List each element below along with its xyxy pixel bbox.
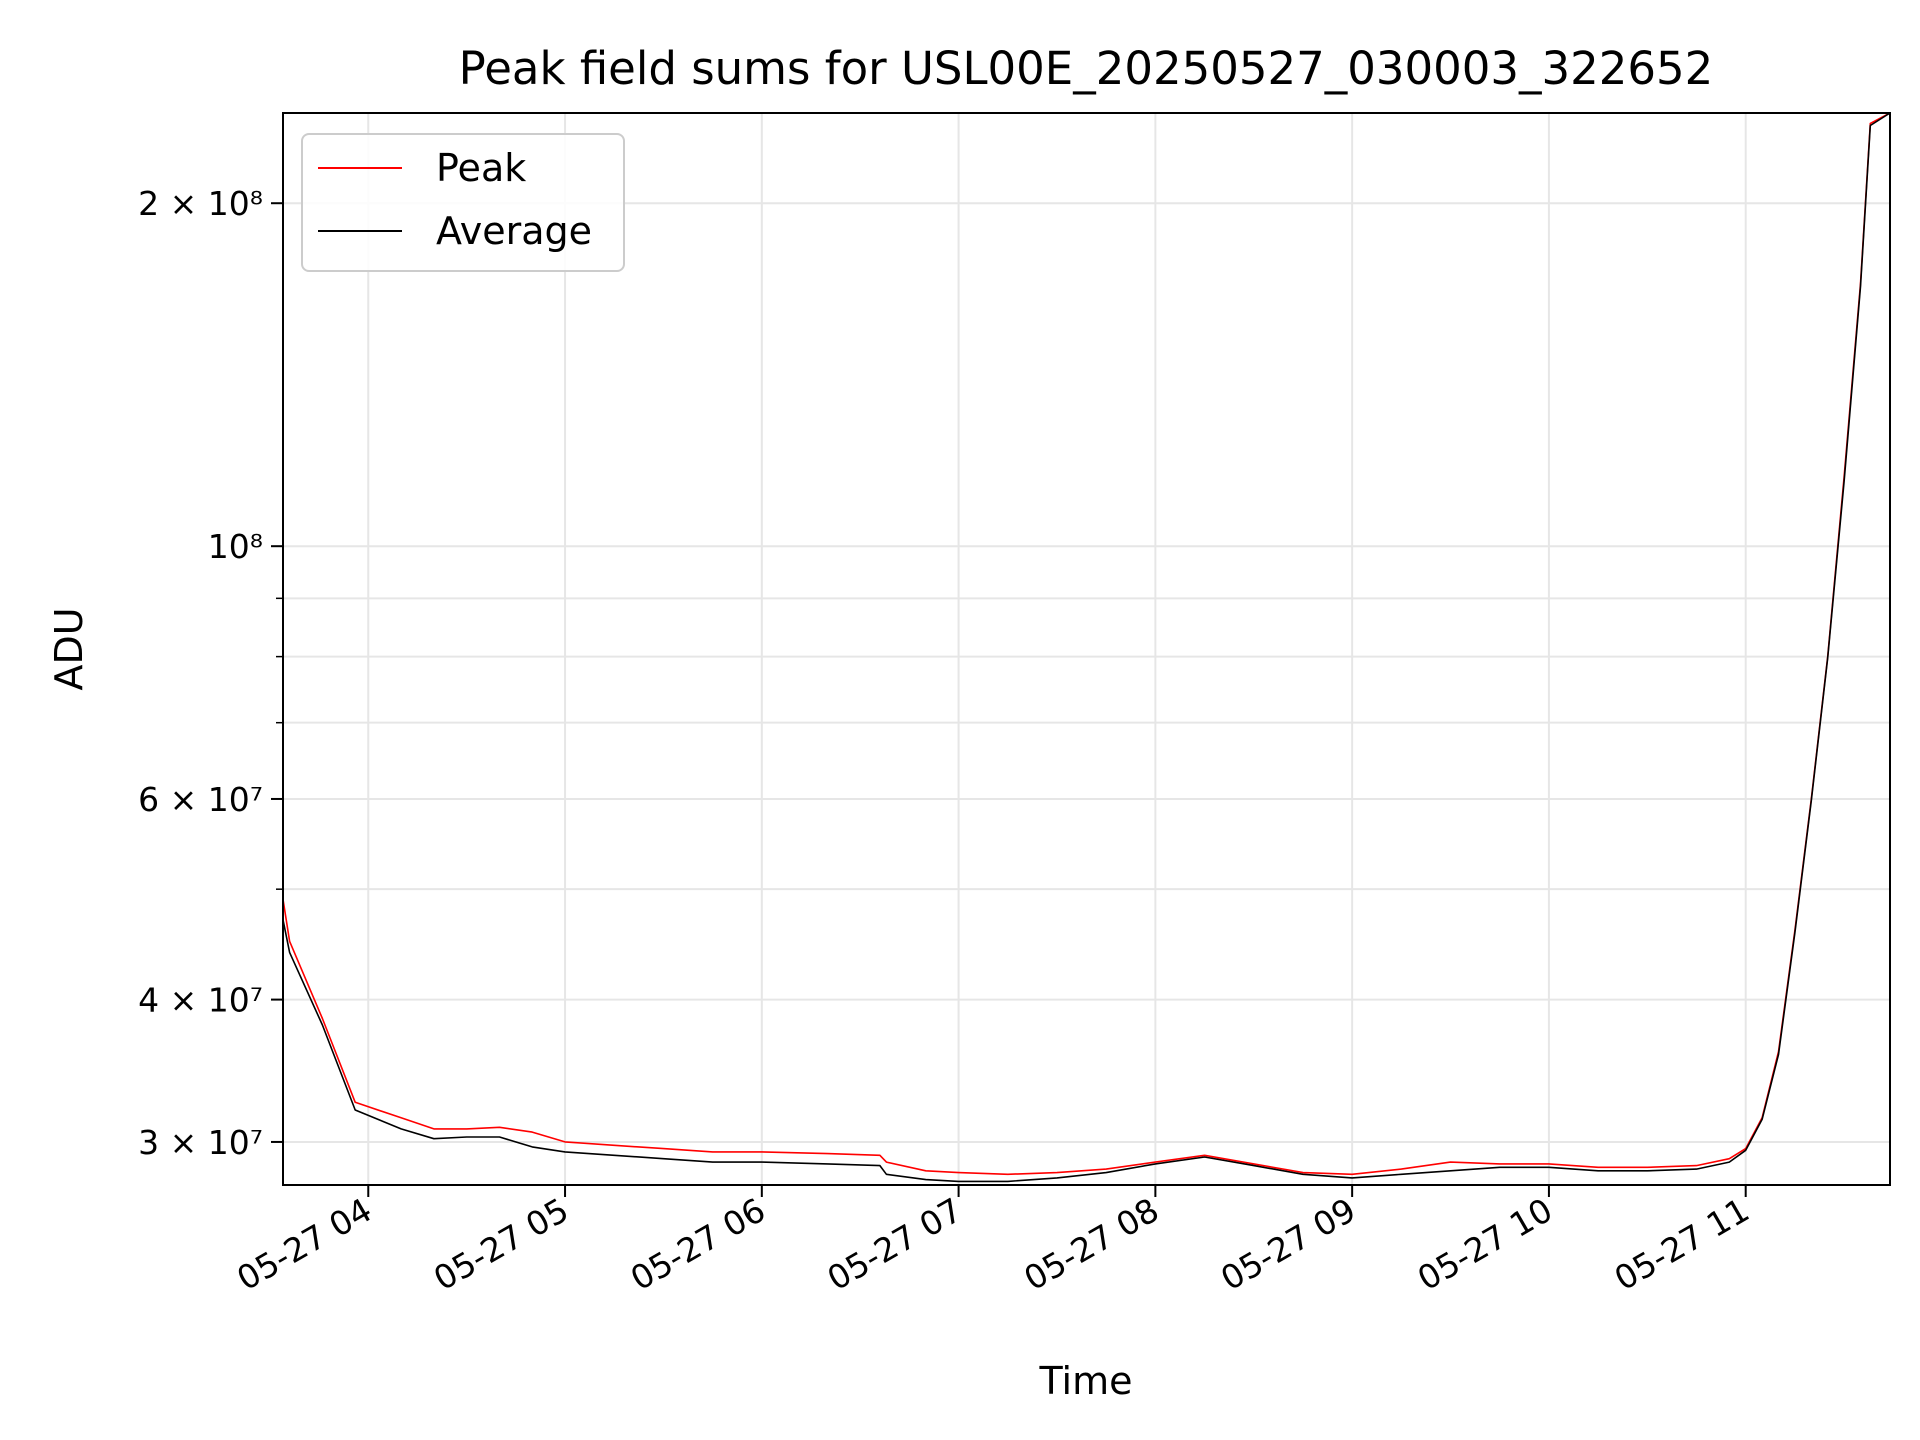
legend-label-average: Average bbox=[436, 209, 592, 253]
series-line-average bbox=[282, 112, 1891, 1183]
x-axis-label: Time bbox=[1039, 1359, 1133, 1403]
y-tick-label: 4 × 10⁷ bbox=[138, 981, 263, 1020]
y-axis-label: ADU bbox=[47, 607, 91, 690]
legend: Peak Average bbox=[301, 133, 625, 272]
y-tick-label: 2 × 10⁸ bbox=[138, 184, 263, 223]
series-layer bbox=[282, 112, 1891, 1183]
legend-label-peak: Peak bbox=[436, 146, 526, 190]
chart-title: Peak field sums for USL00E_20250527_0300… bbox=[459, 42, 1714, 95]
y-tick-label: 10⁸ bbox=[208, 527, 263, 566]
plot-frame bbox=[282, 112, 1891, 1186]
grid-layer bbox=[283, 113, 1890, 1185]
y-axis-ticks: 3 × 10⁷ 4 × 10⁷ 6 × 10⁷ 10⁸ 2 × 10⁸ bbox=[138, 184, 283, 1162]
y-tick-label: 3 × 10⁷ bbox=[138, 1123, 263, 1162]
y-tick-label: 6 × 10⁷ bbox=[138, 780, 263, 819]
